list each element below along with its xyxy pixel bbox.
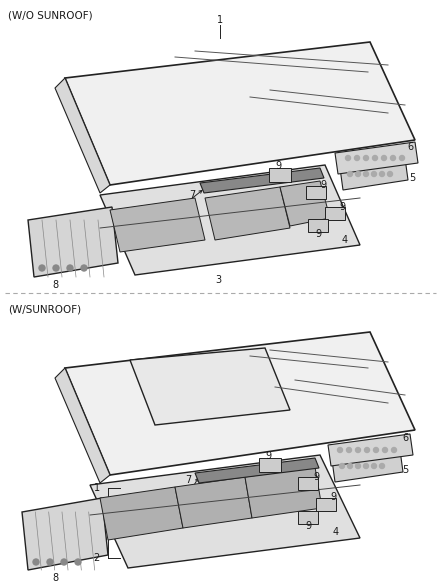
- Polygon shape: [195, 458, 319, 483]
- Circle shape: [373, 156, 377, 160]
- Polygon shape: [308, 219, 328, 231]
- Circle shape: [374, 448, 378, 452]
- Text: 9: 9: [330, 492, 336, 502]
- Circle shape: [340, 463, 344, 469]
- Polygon shape: [28, 207, 118, 277]
- Text: 2: 2: [94, 553, 100, 563]
- Polygon shape: [100, 165, 360, 275]
- Circle shape: [381, 156, 386, 160]
- Polygon shape: [90, 455, 360, 568]
- Circle shape: [390, 156, 396, 160]
- Circle shape: [365, 448, 370, 452]
- Text: 8: 8: [52, 573, 58, 583]
- Text: (W/SUNROOF): (W/SUNROOF): [8, 304, 81, 314]
- Polygon shape: [306, 185, 326, 198]
- Polygon shape: [269, 168, 291, 182]
- Polygon shape: [100, 487, 183, 540]
- Circle shape: [363, 463, 369, 469]
- Circle shape: [363, 171, 369, 177]
- Polygon shape: [259, 458, 281, 472]
- Polygon shape: [65, 332, 415, 475]
- Text: 8: 8: [52, 280, 58, 290]
- Polygon shape: [245, 467, 322, 518]
- Polygon shape: [205, 187, 290, 240]
- Circle shape: [355, 171, 360, 177]
- Circle shape: [75, 559, 81, 565]
- Polygon shape: [55, 78, 110, 193]
- Circle shape: [371, 463, 377, 469]
- Text: 9: 9: [339, 202, 345, 212]
- Circle shape: [53, 265, 59, 271]
- Text: 5: 5: [409, 173, 415, 183]
- Polygon shape: [55, 368, 110, 483]
- Circle shape: [392, 448, 396, 452]
- Circle shape: [363, 156, 369, 160]
- Circle shape: [348, 463, 352, 469]
- Circle shape: [355, 156, 359, 160]
- Circle shape: [67, 265, 73, 271]
- Text: 9: 9: [320, 180, 326, 190]
- Polygon shape: [110, 198, 205, 252]
- Circle shape: [348, 171, 352, 177]
- Circle shape: [388, 171, 392, 177]
- Text: 5: 5: [402, 465, 408, 475]
- Text: 1: 1: [217, 15, 223, 25]
- Circle shape: [347, 448, 351, 452]
- Text: 6: 6: [402, 433, 408, 443]
- Text: 4: 4: [342, 235, 348, 245]
- Circle shape: [380, 171, 385, 177]
- Polygon shape: [332, 450, 403, 482]
- Polygon shape: [335, 142, 418, 174]
- Text: 4: 4: [333, 527, 339, 537]
- Circle shape: [355, 463, 360, 469]
- Circle shape: [337, 448, 343, 452]
- Circle shape: [400, 156, 404, 160]
- Text: 9: 9: [265, 451, 271, 461]
- Text: 1: 1: [94, 483, 100, 493]
- Circle shape: [382, 448, 388, 452]
- Polygon shape: [130, 348, 290, 425]
- Text: 7: 7: [185, 475, 191, 485]
- Text: (W/O SUNROOF): (W/O SUNROOF): [8, 11, 93, 21]
- Polygon shape: [65, 42, 415, 185]
- Circle shape: [380, 463, 385, 469]
- Polygon shape: [328, 434, 413, 466]
- Polygon shape: [298, 476, 318, 490]
- Circle shape: [33, 559, 39, 565]
- Circle shape: [47, 559, 53, 565]
- Circle shape: [81, 265, 87, 271]
- Polygon shape: [280, 181, 330, 226]
- Polygon shape: [340, 158, 408, 190]
- Text: 7: 7: [189, 190, 195, 200]
- Circle shape: [345, 156, 351, 160]
- Text: 3: 3: [215, 275, 221, 285]
- Polygon shape: [298, 511, 318, 524]
- Circle shape: [39, 265, 45, 271]
- Polygon shape: [22, 498, 108, 570]
- Circle shape: [61, 559, 67, 565]
- Polygon shape: [325, 206, 345, 220]
- Text: 9: 9: [315, 229, 321, 239]
- Text: 6: 6: [407, 142, 413, 152]
- Text: 9: 9: [313, 472, 319, 482]
- Text: 9: 9: [275, 161, 281, 171]
- Text: 9: 9: [305, 521, 311, 531]
- Circle shape: [355, 448, 360, 452]
- Polygon shape: [316, 497, 336, 511]
- Polygon shape: [175, 477, 252, 528]
- Circle shape: [371, 171, 377, 177]
- Polygon shape: [200, 168, 324, 193]
